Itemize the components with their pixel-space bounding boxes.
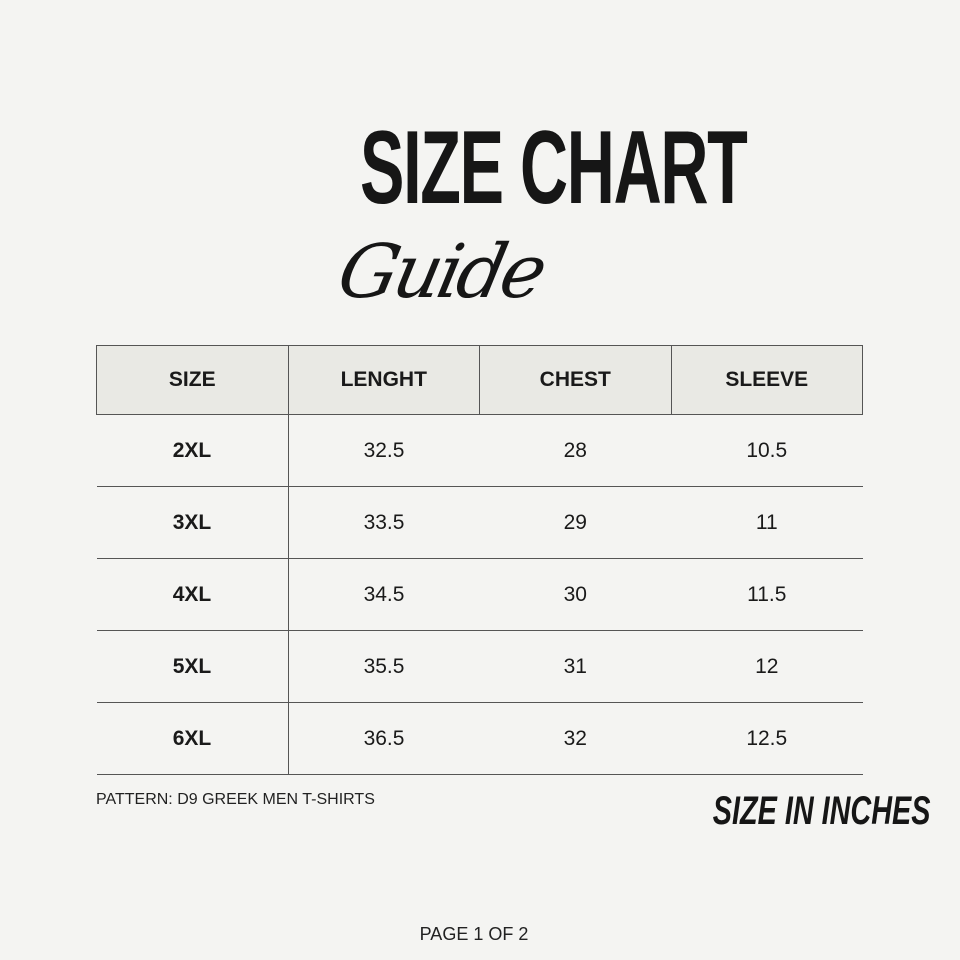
cell-size: 5XL	[96, 630, 289, 703]
cell-sleeve: 12.5	[671, 702, 863, 775]
table-row: 2XL 32.5 28 10.5	[96, 414, 863, 487]
table-row: 6XL 36.5 32 12.5	[96, 702, 863, 775]
cell-length: 34.5	[288, 558, 480, 631]
size-table: SIZE LENGHT CHEST SLEEVE 2XL 32.5 28 10.5 3X…	[96, 345, 863, 775]
cell-size: 6XL	[96, 702, 289, 775]
title-block: SIZE CHART	[293, 110, 748, 226]
cell-chest: 28	[479, 414, 671, 487]
cell-size: 3XL	[96, 486, 289, 559]
table-body: 2XL 32.5 28 10.5 3XL 33.5 29 11 4XL 34.5 30 11.5 5XL…	[96, 414, 863, 775]
cell-sleeve: 11.5	[671, 558, 863, 631]
pattern-label: PATTERN: D9 GREEK MEN T-SHIRTS	[96, 791, 375, 808]
cell-sleeve: 10.5	[671, 414, 863, 487]
cell-chest: 30	[479, 558, 671, 631]
cell-length: 32.5	[288, 414, 480, 487]
column-header-length: LENGHT	[287, 345, 480, 415]
cell-length: 36.5	[288, 702, 480, 775]
table-row: 3XL 33.5 29 11	[96, 486, 863, 559]
cell-size: 4XL	[96, 558, 289, 631]
page-subtitle-script: Guide	[330, 229, 551, 315]
units-label: SIZE IN INCHES	[712, 789, 931, 833]
table-row: 4XL 34.5 30 11.5	[96, 558, 863, 631]
page-title: SIZE CHART	[359, 110, 748, 226]
cell-chest: 32	[479, 702, 671, 775]
cell-length: 33.5	[288, 486, 480, 559]
column-header-sleeve: SLEEVE	[670, 345, 863, 415]
column-header-size: SIZE	[96, 345, 289, 415]
cell-length: 35.5	[288, 630, 480, 703]
cell-sleeve: 12	[671, 630, 863, 703]
cell-sleeve: 11	[671, 486, 863, 559]
page-indicator: PAGE 1 OF 2	[419, 924, 529, 944]
cell-chest: 29	[479, 486, 671, 559]
cell-size: 2XL	[96, 414, 289, 487]
table-header-row: SIZE LENGHT CHEST SLEEVE	[96, 345, 863, 415]
cell-chest: 31	[479, 630, 671, 703]
table-row: 5XL 35.5 31 12	[96, 630, 863, 703]
column-header-chest: CHEST	[479, 345, 672, 415]
